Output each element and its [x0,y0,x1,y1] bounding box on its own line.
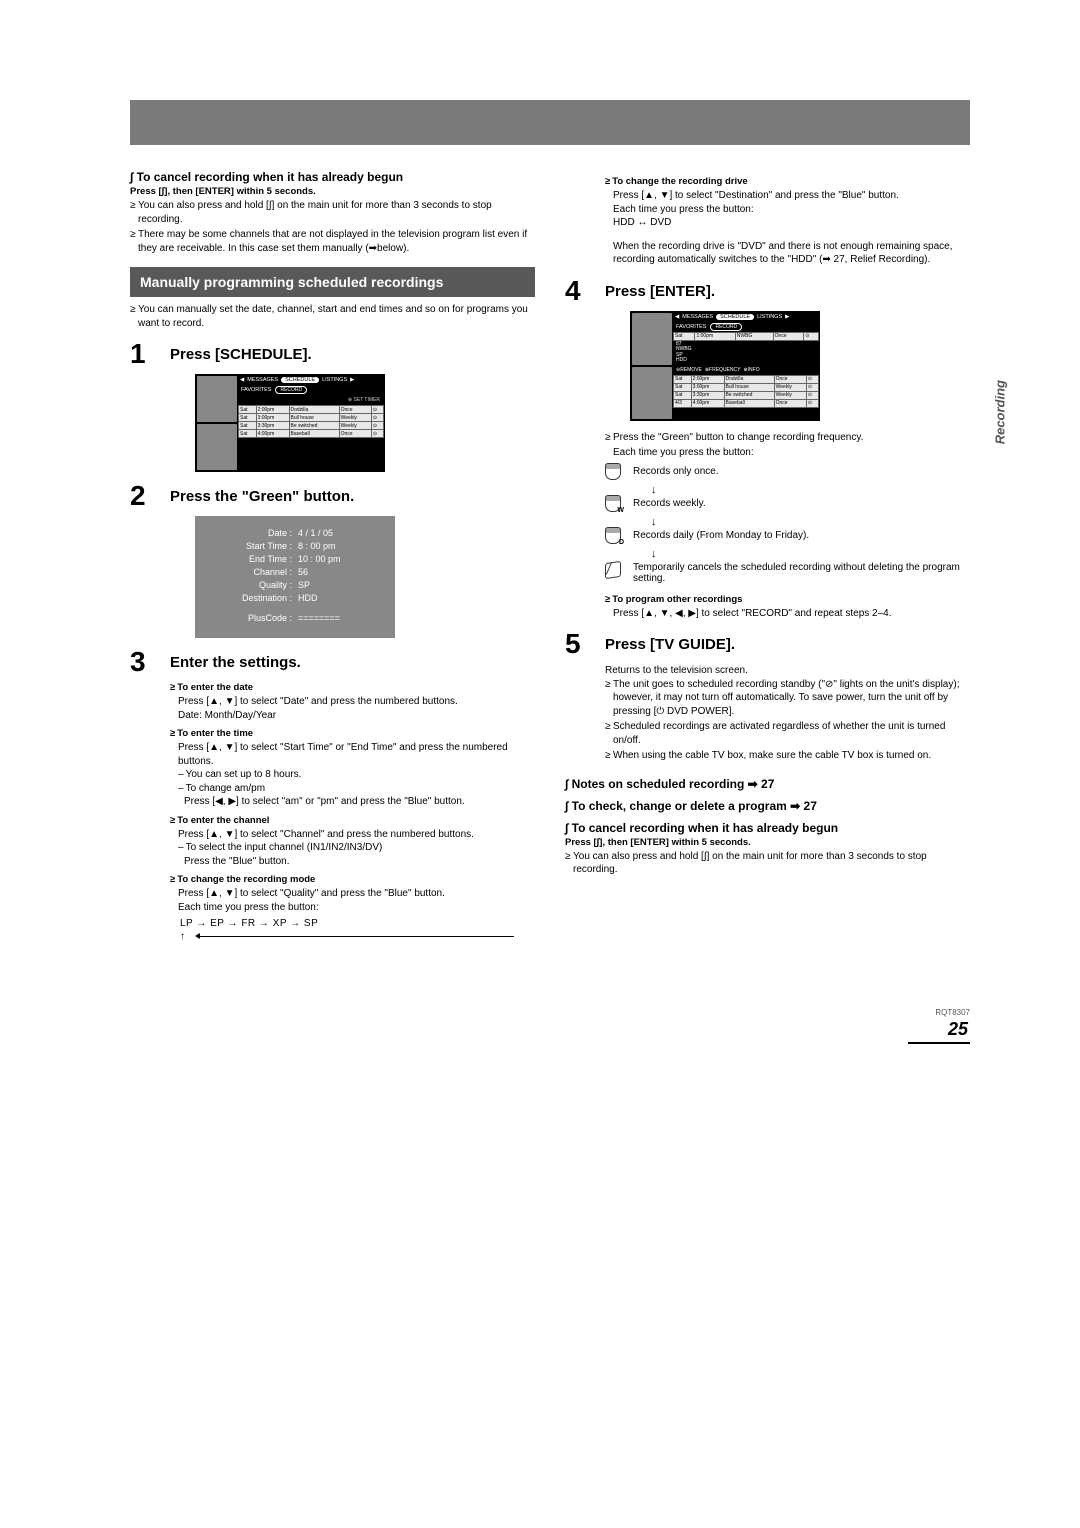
step1-num: 1 [130,340,158,368]
check-heading: To check, change or delete a program ➡ 2… [565,799,970,813]
freq-weekly-text: Records weekly. [633,498,706,509]
tab-arrow-right: ▶ [350,377,354,383]
info-dest: HDD [676,357,687,363]
change-drive-label: To change the recording drive [605,176,970,187]
manual-page: Recording To cancel recording when it ha… [0,0,1080,1084]
thumb [197,424,237,470]
step4-title: Press [ENTER]. [605,277,715,305]
schedule-table-2: Sat2:00pmDodzillaOnce⊙ Sat3:00pmBull hou… [673,375,819,408]
freq-daily-icon: D [605,530,621,544]
step3-num: 3 [130,648,158,676]
drive-text-3: HDD ↔ DVD [613,216,970,230]
left-column: To cancel recording when it has already … [130,170,535,948]
page-number: 25 [908,1019,970,1044]
tab-arrow-right: ▶ [785,314,789,320]
side-tab-recording: Recording [992,380,1007,444]
freq-weekly-icon: W [605,498,621,512]
step5-b3: When using the cable TV box, make sure t… [613,749,970,763]
schedule-screen-2: ◀ MESSAGES SCHEDULE LISTINGS ▶ FAVORITES… [630,311,820,421]
enter-time-text: Press [▲, ▼] to select "Start Time" or "… [178,741,535,768]
step5-b2: Scheduled recordings are activated regar… [613,720,970,747]
tab-messages: MESSAGES [680,314,715,320]
freq-once-text: Records only once. [633,466,719,477]
cancel2-heading: To cancel recording when it has already … [565,821,970,835]
tab-arrow-left: ◀ [675,314,679,320]
step5-num: 5 [565,630,593,658]
favorites-label: FAVORITES [241,387,271,393]
thumb [632,367,672,419]
freq-intro-2: Each time you press the button: [613,446,970,460]
cancel2-line: You can also press and hold [∫] on the m… [573,850,970,877]
page-footer: RQT8307 25 [130,1008,970,1044]
freq-intro-1: Press the "Green" button to change recor… [613,431,970,445]
drive-text-4: When the recording drive is "DVD" and th… [613,240,970,267]
doc-code: RQT8307 [130,1008,970,1017]
enter-date-format: Date: Month/Day/Year [178,709,535,723]
record-pill: RECORD [275,386,307,394]
freq-cancel-icon [605,560,621,578]
enter-channel-text: Press [▲, ▼] to select "Channel" and pre… [178,828,535,842]
step5-b1: The unit goes to scheduled recording sta… [613,678,970,719]
step2-title: Press the "Green" button. [170,482,354,510]
btn-remove: ⊖REMOVE [676,367,702,373]
btn-frequency: ⊕FREQUENCY [705,367,741,373]
step5-line0: Returns to the television screen. [605,664,970,678]
step1-title: Press [SCHEDULE]. [170,340,312,368]
channel-note-1b: Press the "Blue" button. [184,855,535,869]
intro-text: You can manually set the date, channel, … [138,303,535,330]
schedule-highlight-row: Sat1:00pmNWBGOnce⊙ [673,332,819,341]
step2-num: 2 [130,482,158,510]
freq-cancel-text: Temporarily cancels the scheduled record… [633,562,970,584]
enter-date-label: To enter the date [170,682,535,693]
settings-panel: Date :4 / 1 / 05 Start Time :8 : 00 pm E… [195,516,395,638]
notes-heading: Notes on scheduled recording ➡ 27 [565,777,970,791]
thumb [632,313,672,365]
enter-channel-label: To enter the channel [170,815,535,826]
thumb [197,376,237,422]
cancel-heading: To cancel recording when it has already … [130,170,535,184]
record-pill: RECORD [710,323,742,331]
favorites-label: FAVORITES [676,324,706,330]
drive-text-1: Press [▲, ▼] to select "Destination" and… [613,189,970,203]
mode-text-2: Each time you press the button: [178,901,535,915]
mode-text-1: Press [▲, ▼] to select "Quality" and pre… [178,887,535,901]
tab-listings: LISTINGS [320,377,349,383]
time-note-2b: Press [◀, ▶] to select "am" or "pm" and … [184,795,535,809]
tab-messages: MESSAGES [245,377,280,383]
other-recordings-label: To program other recordings [605,594,970,605]
cancel2-sub: Press [∫], then [ENTER] within 5 seconds… [565,837,970,848]
header-bar [130,100,970,145]
btn-info: ⊕INFO [743,367,759,373]
freq-daily-text: Records daily (From Monday to Friday). [633,530,809,541]
other-recordings-text: Press [▲, ▼, ◀, ▶] to select "RECORD" an… [613,607,970,621]
tab-schedule: SCHEDULE [281,377,319,383]
set-timer-label: ⊕ SET TIMER [238,395,384,405]
tab-arrow-left: ◀ [240,377,244,383]
mode-cycle: LP → EP → FR → XP → SP [180,918,535,929]
time-note-1: You can set up to 8 hours. [178,768,535,782]
enter-date-text: Press [▲, ▼] to select "Date" and press … [178,695,535,709]
section-title: Manually programming scheduled recording… [130,267,535,297]
step4-num: 4 [565,277,593,305]
channel-note-1: To select the input channel (IN1/IN2/IN3… [178,841,535,855]
schedule-screen-1: ◀ MESSAGES SCHEDULE LISTINGS ▶ FAVORITES… [195,374,385,472]
frequency-icons: Records only once. ↓ W Records weekly. ↓… [605,466,970,584]
tab-schedule: SCHEDULE [716,314,754,320]
freq-once-icon [605,466,621,480]
step3-title: Enter the settings. [170,648,301,676]
change-mode-label: To change the recording mode [170,874,535,885]
enter-time-label: To enter the time [170,728,535,739]
right-column: To change the recording drive Press [▲, … [565,170,970,948]
step5-title: Press [TV GUIDE]. [605,630,735,658]
cancel-line1: You can also press and hold [∫] on the m… [138,199,535,226]
time-note-2: To change am/pm [178,782,535,796]
schedule-table-1: Sat2:00pmDodzillaOnce⊙ Sat3:00pmBull hou… [238,405,384,438]
cancel-line2: There may be some channels that are not … [138,228,535,255]
drive-text-2: Each time you press the button: [613,203,970,217]
tab-listings: LISTINGS [755,314,784,320]
cancel-sub: Press [∫], then [ENTER] within 5 seconds… [130,186,535,197]
